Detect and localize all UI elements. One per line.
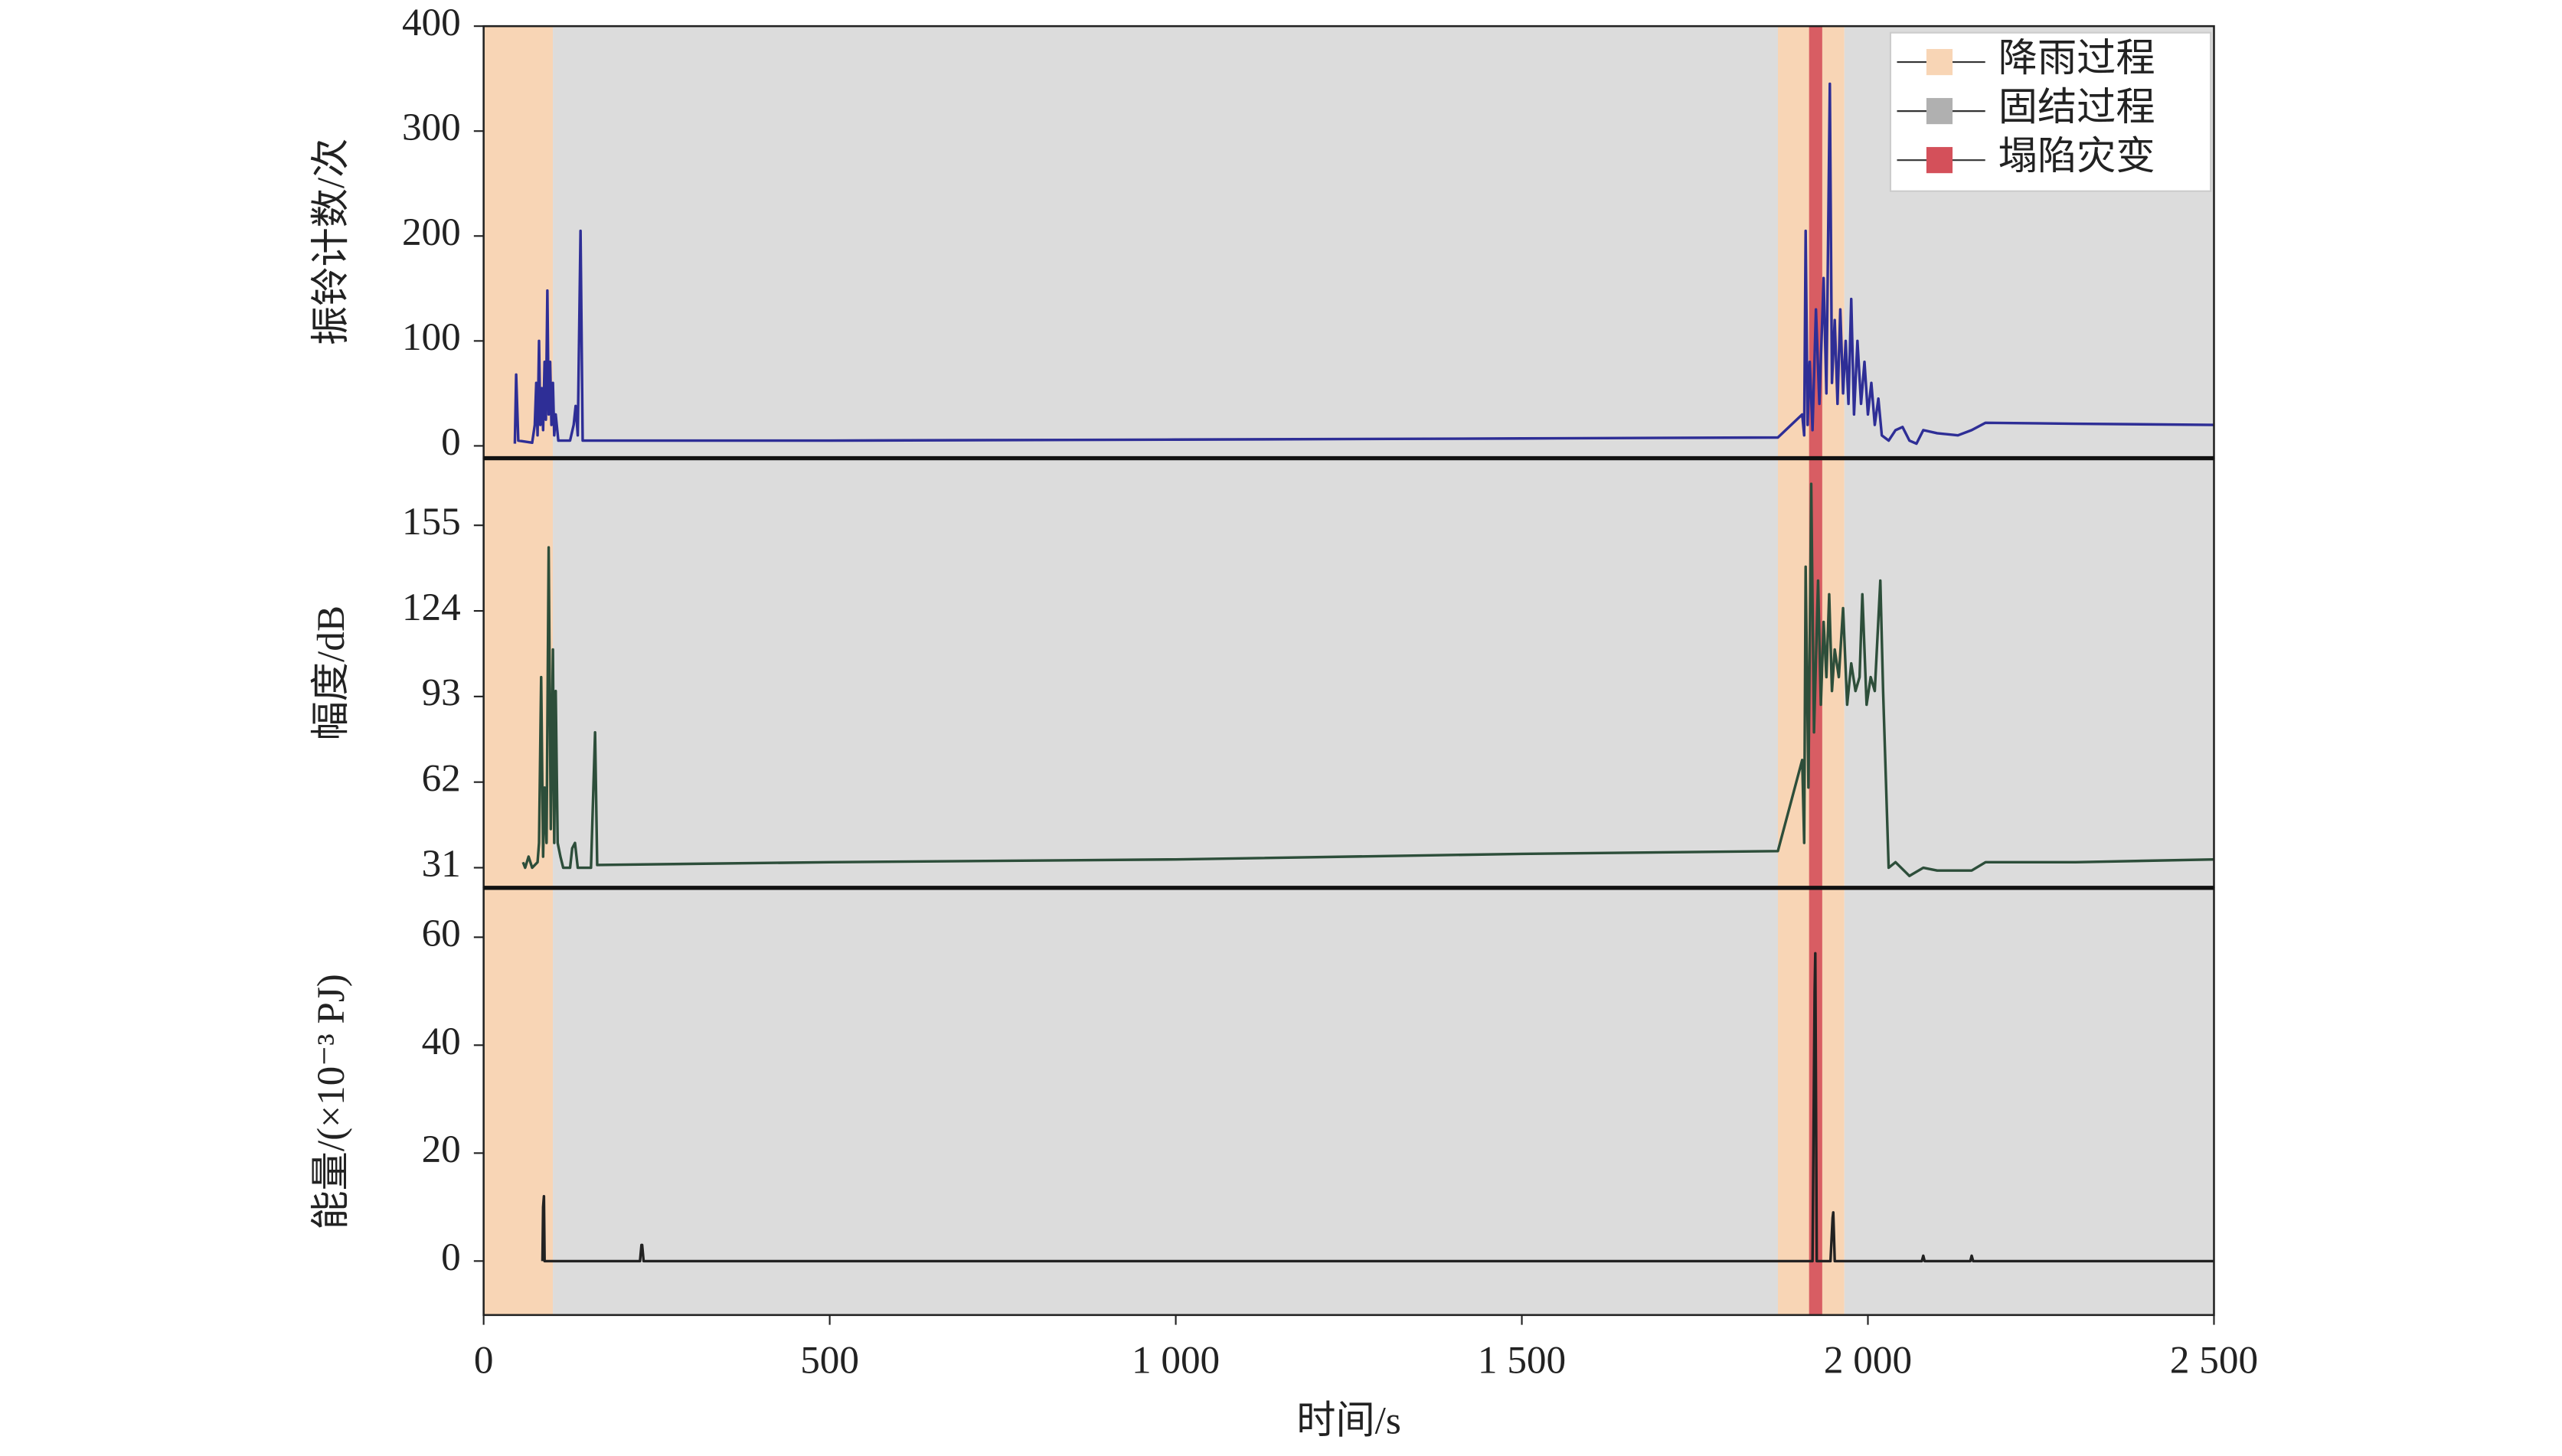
y-axis-label: 幅度/dB [309,606,353,740]
region [483,26,554,458]
legend-label: 固结过程 [1998,86,2155,129]
y-axis-label: 能量/(×10⁻³ PJ) [309,974,353,1229]
region [1844,888,2214,1315]
legend-swatch [1926,147,1953,174]
y-axis-label: 振铃计数/次 [309,139,353,345]
y-tick-label: 155 [402,500,461,544]
legend-swatch [1926,49,1953,76]
y-tick-label: 100 [402,315,461,359]
series-line [521,482,2214,877]
y-tick-label: 60 [422,912,461,955]
x-axis-label: 时间/s [1296,1399,1401,1443]
x-tick-label: 2 000 [1824,1339,1912,1383]
x-tick-label: 1 500 [1478,1339,1566,1383]
x-tick-label: 1 000 [1132,1339,1220,1383]
region [1844,459,2214,887]
y-tick-label: 20 [422,1128,461,1171]
y-tick-label: 300 [402,106,461,149]
y-tick-label: 0 [441,1236,461,1279]
y-tick-label: 93 [422,671,461,715]
series-line [541,952,2214,1263]
x-tick-label: 500 [800,1339,859,1383]
x-tick-label: 0 [474,1339,494,1383]
region [553,26,1778,458]
legend-swatch [1926,98,1953,125]
x-tick-label: 2 500 [2170,1339,2258,1383]
legend-label: 塌陷灾变 [1998,135,2155,178]
y-tick-label: 200 [402,211,461,254]
region [483,888,554,1315]
series-line [513,82,2214,446]
legend-label: 降雨过程 [1998,37,2155,80]
region [1809,26,1822,458]
y-tick-label: 124 [402,586,461,629]
y-tick-label: 40 [422,1020,461,1063]
region [553,459,1778,887]
y-tick-label: 31 [422,842,461,886]
region [553,888,1778,1315]
y-tick-label: 62 [422,756,461,800]
y-tick-label: 0 [441,420,461,464]
region [483,459,554,887]
y-tick-label: 400 [402,1,461,44]
